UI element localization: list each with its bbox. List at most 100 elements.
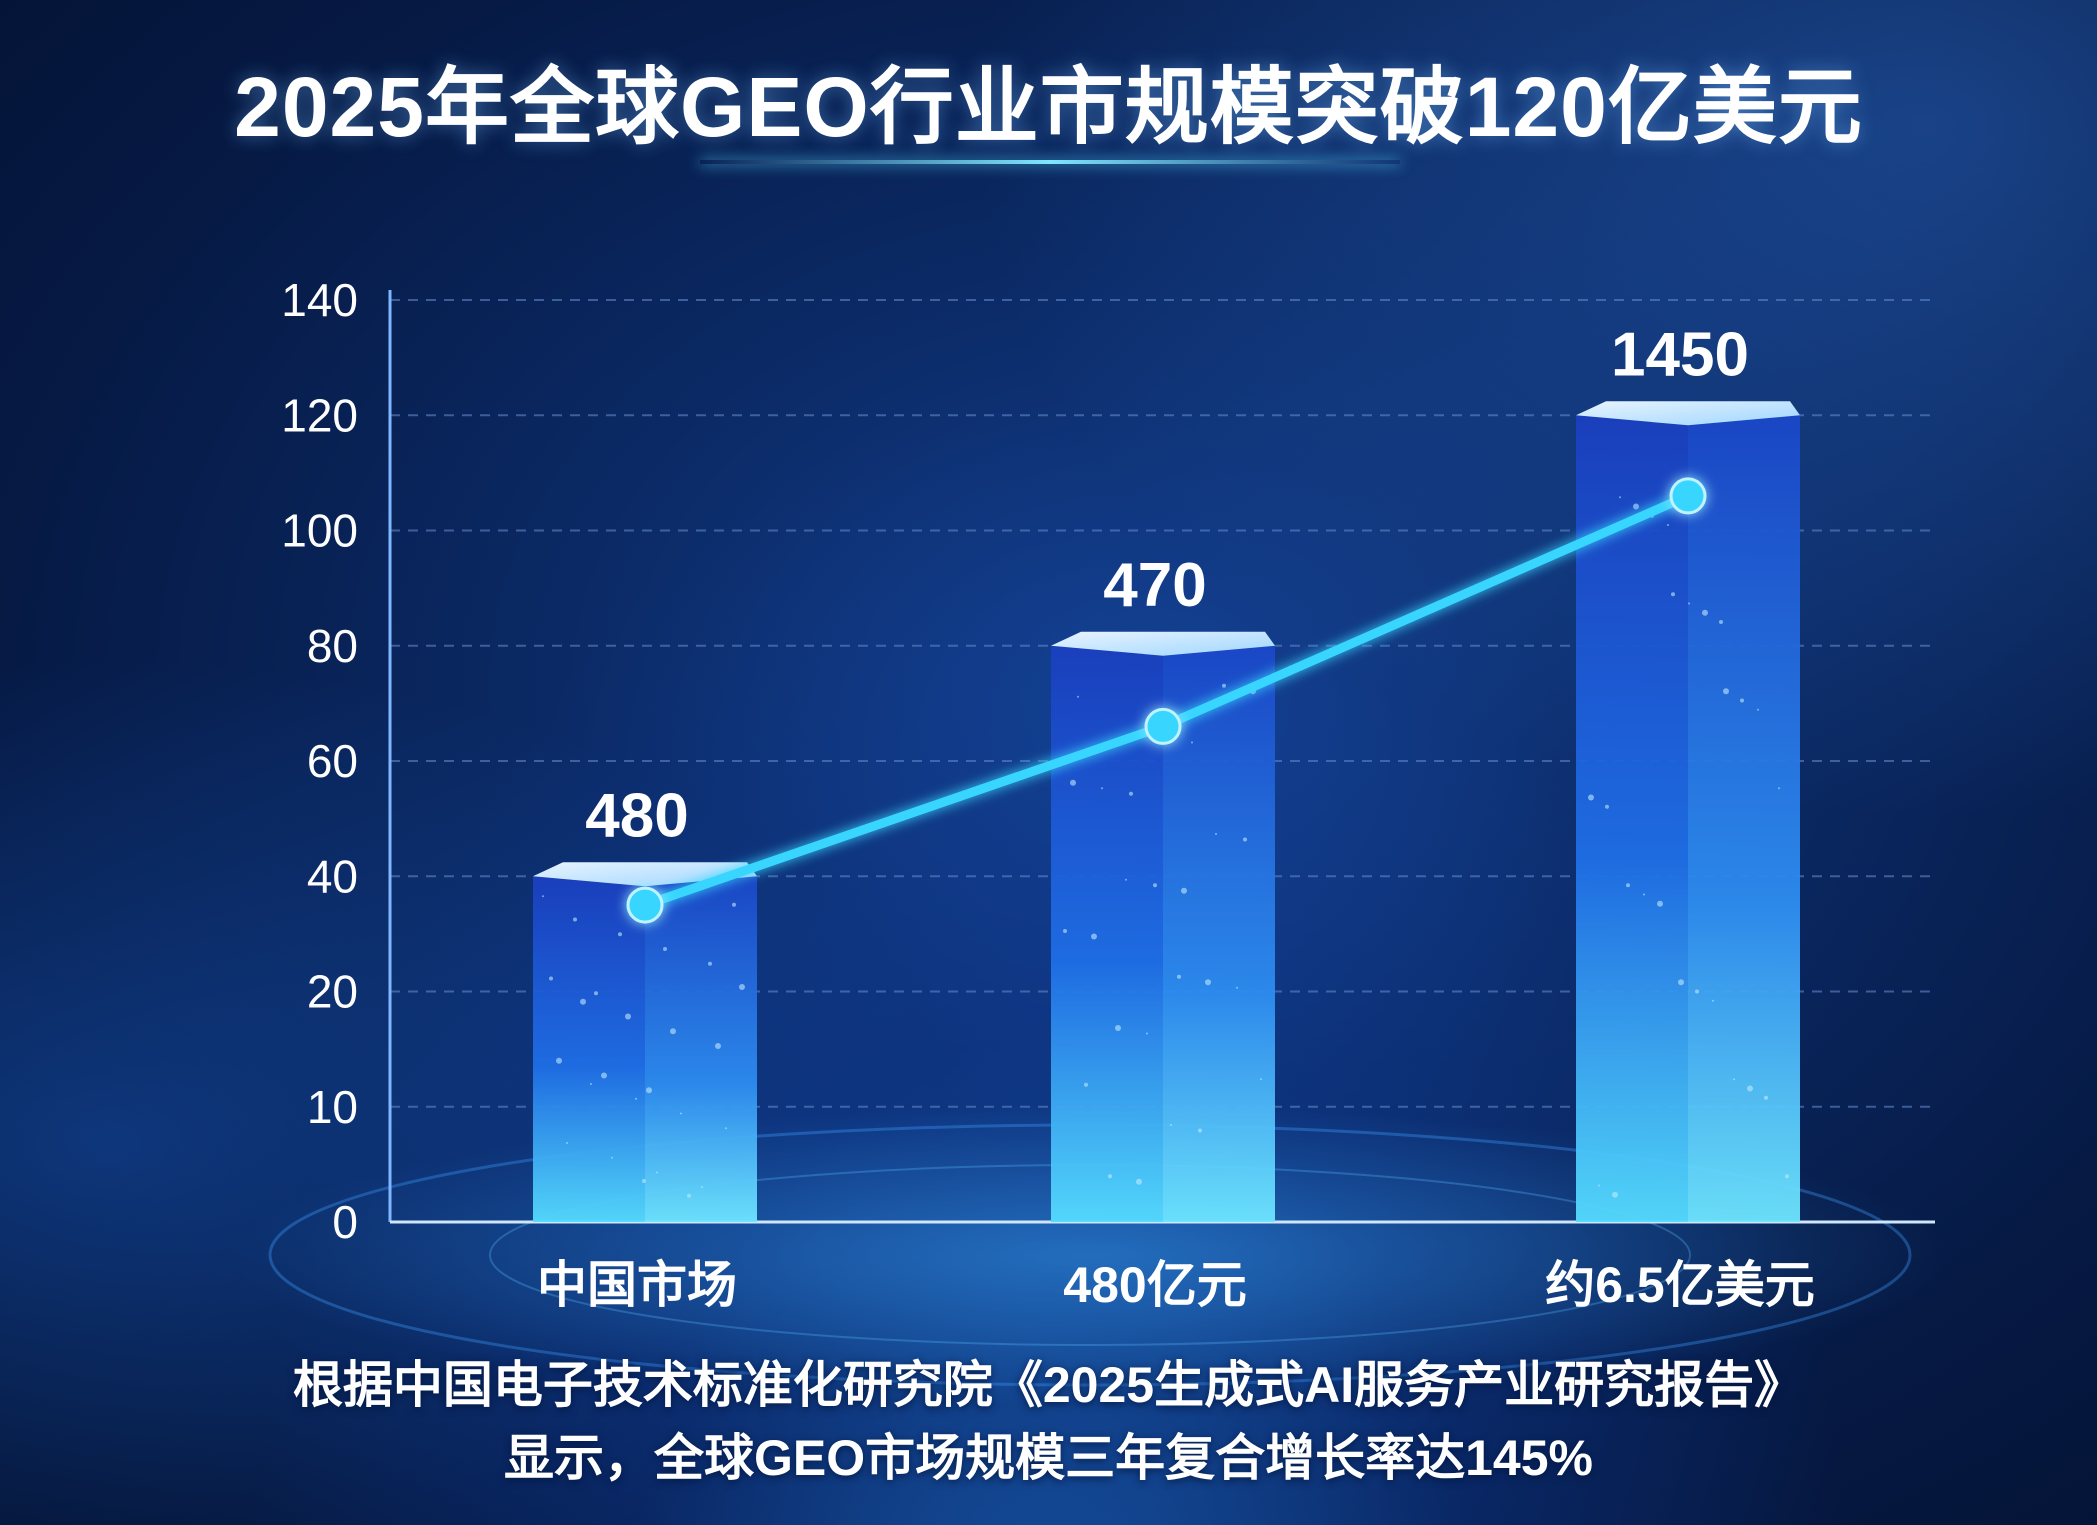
bar-sparkle: [556, 1057, 562, 1064]
bar-sparkle: [1764, 1095, 1768, 1100]
bar-sparkle: [1205, 979, 1211, 986]
bar-sparkle: [680, 1112, 682, 1115]
bar-sparkle: [573, 917, 577, 922]
bar: [533, 862, 757, 1222]
y-tick-label: 140: [281, 274, 358, 326]
bar-sparkle: [566, 1142, 568, 1144]
bar-sparkle: [1084, 1082, 1088, 1087]
bar-sparkle: [670, 1028, 676, 1035]
bar-sparkle: [1222, 683, 1226, 688]
bar-sparkle: [1136, 1178, 1142, 1185]
bar-front-face: [1576, 415, 1688, 1222]
trend-line: [626, 477, 1707, 924]
bar-top-face: [1051, 631, 1275, 656]
bar-sparkle: [1740, 698, 1744, 703]
bar-sparkle: [663, 947, 667, 951]
bar-sparkle: [1657, 900, 1663, 907]
trend-point: [626, 886, 664, 924]
bar-sparkle: [1146, 1032, 1148, 1035]
bar-sparkle: [1070, 779, 1076, 786]
bar-sparkle: [1626, 883, 1630, 888]
bar-sparkle: [1733, 1078, 1735, 1081]
title-underline: [700, 160, 1400, 164]
bar-sparkle: [635, 1097, 637, 1100]
bar-sparkle: [1125, 878, 1127, 881]
bar-sparkle: [1678, 979, 1684, 986]
bar-side-face: [645, 876, 757, 1222]
bar-sparkle: [642, 1179, 646, 1183]
bar-value-label: 1450: [1611, 320, 1749, 389]
bar-sparkle: [739, 984, 745, 990]
bar-sparkle: [1598, 1184, 1600, 1187]
trend-point: [1144, 707, 1182, 745]
y-tick-labels: 0 10 20 40 60 80 100 120 140: [281, 274, 358, 1248]
y-tick-label: 0: [332, 1196, 358, 1248]
bar-side-face: [1688, 415, 1800, 1222]
bar-sparkle: [625, 1013, 631, 1020]
bar-sparkle: [732, 902, 736, 907]
bar-sparkle: [1243, 837, 1247, 842]
x-tick-label: 中国市场: [537, 1257, 737, 1313]
bar-sparkle: [1108, 1174, 1112, 1179]
bar-sparkle: [1181, 887, 1187, 894]
bar-top-face: [533, 862, 757, 887]
bar-sparkle: [1063, 929, 1067, 933]
bar-sparkle: [1695, 989, 1699, 994]
bar-sparkle: [1702, 609, 1708, 616]
y-tick-label: 10: [307, 1081, 358, 1133]
bar-sparkle: [701, 1186, 703, 1189]
bar-sparkle: [1723, 688, 1729, 695]
bar: [1576, 401, 1800, 1222]
y-tick-label: 100: [281, 505, 358, 557]
bar-sparkle: [1778, 787, 1780, 790]
bar-sparkle: [1643, 893, 1645, 896]
bar-sparkle: [1667, 524, 1669, 526]
y-tick-label: 120: [281, 389, 358, 441]
bar-sparkle: [687, 1193, 691, 1198]
bar-sparkle: [1153, 883, 1157, 888]
bar-sparkle: [1177, 974, 1181, 979]
y-tick-label: 60: [307, 735, 358, 787]
bar-sparkle: [1712, 999, 1714, 1002]
bar-sparkle: [1605, 804, 1609, 809]
bar-sparkle: [1077, 695, 1079, 698]
bar-sparkle: [594, 991, 598, 996]
bar-sparkle: [542, 895, 544, 898]
bar-sparkle: [590, 1083, 592, 1085]
bar-sparkle: [646, 1087, 652, 1094]
bar-sparkle: [1170, 1124, 1172, 1126]
x-tick-label: 480亿元: [1063, 1257, 1246, 1313]
chart-title: 2025年全球GEO行业市规模突破120亿美元: [234, 60, 1863, 154]
bar-sparkle: [611, 1156, 613, 1159]
bar-sparkle: [1260, 1078, 1262, 1081]
bar-sparkle: [1633, 503, 1639, 510]
bar-value-label: 470: [1103, 551, 1206, 620]
bar-sparkle: [1588, 794, 1594, 801]
x-tick-label: 约6.5亿美元: [1545, 1257, 1815, 1313]
bar-sparkle: [1215, 833, 1217, 835]
bar-sparkle: [1115, 1025, 1121, 1031]
bar-sparkle: [1757, 708, 1759, 711]
bar-sparkle: [1191, 741, 1193, 744]
bar-sparkle: [1747, 1085, 1753, 1092]
x-tick-labels: 中国市场 480亿元 约6.5亿美元: [537, 1257, 1815, 1313]
bars: 480 470 1450: [533, 320, 1800, 1222]
bar-sparkle: [1688, 602, 1690, 605]
bar-sparkle: [580, 998, 586, 1005]
bar-sparkle: [1671, 592, 1675, 597]
bar-sparkle: [1612, 1191, 1618, 1198]
y-tick-label: 80: [307, 620, 358, 672]
bar-sparkle: [1129, 791, 1133, 796]
bar-sparkle: [1091, 933, 1097, 940]
bar-sparkle: [708, 961, 712, 966]
bar-value-label: 480: [585, 781, 688, 850]
y-tick-label: 20: [307, 966, 358, 1018]
bar-sparkle: [601, 1072, 607, 1079]
bar-sparkle: [656, 1171, 658, 1174]
caption-line-2: 显示，全球GEO市场规模三年复合增长率达145%: [503, 1430, 1593, 1486]
bar-top-face: [1576, 401, 1800, 426]
bar-sparkle: [725, 1127, 727, 1130]
bar-sparkle: [618, 932, 622, 937]
bar-sparkle: [715, 1043, 721, 1049]
bar-front-face: [533, 876, 645, 1222]
